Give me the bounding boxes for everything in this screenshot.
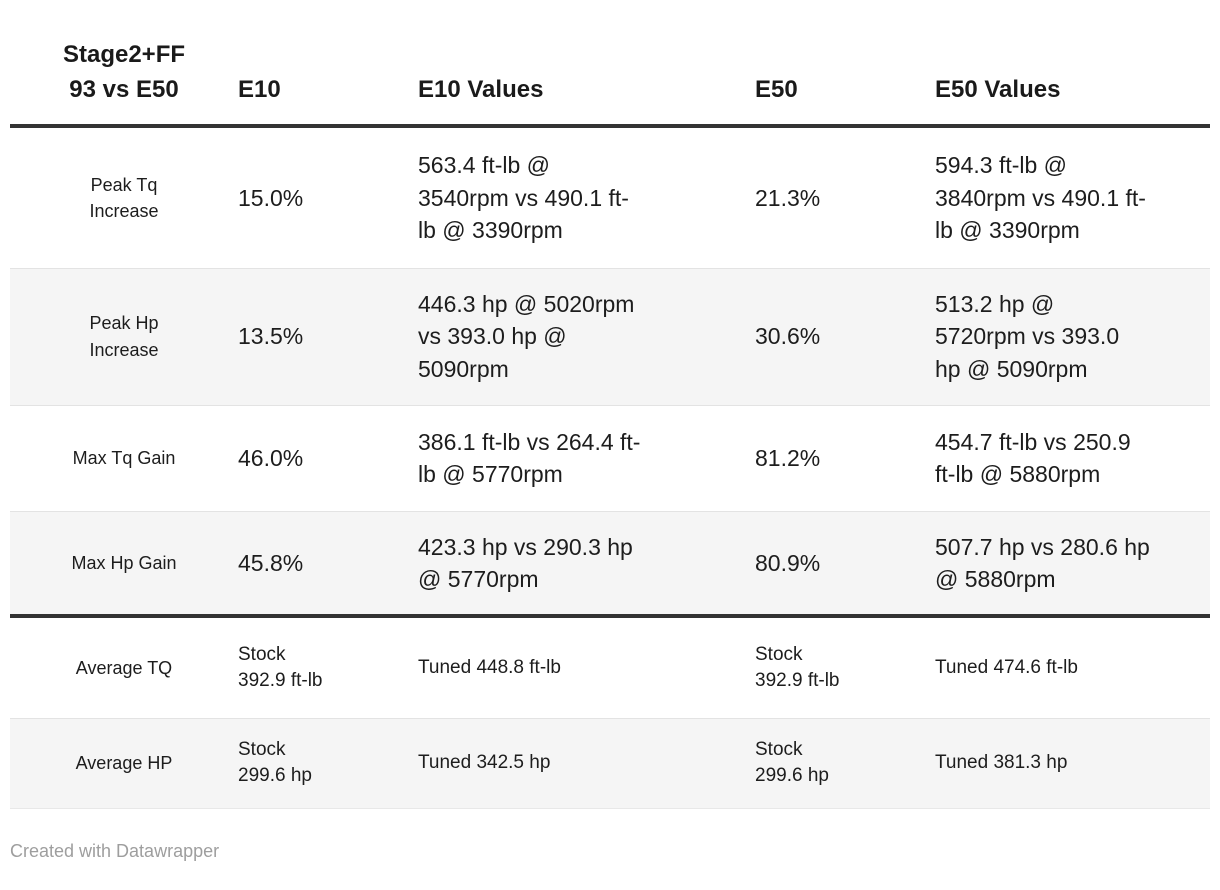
row-label: Average TQ xyxy=(75,657,173,678)
header-row: Stage2+FF 93 vs E50 E10 E10 Values E50 E… xyxy=(10,0,1210,126)
cell-e10-percent: 15.0% xyxy=(238,184,304,211)
cell-e50-values: 454.7 ft-lb vs 250.9 ft-lb @ 5880rpm xyxy=(935,428,1131,487)
cell-e50-tuned: Tuned 381.3 hp xyxy=(935,752,1068,774)
table-body: Peak Tq Increase 15.0% 563.4 ft-lb @ 354… xyxy=(10,126,1210,808)
chart-container: Stage2+FF 93 vs E50 E10 E10 Values E50 E… xyxy=(10,0,1210,862)
cell-e10-percent: 13.5% xyxy=(238,323,304,350)
table-row-peak-hp-increase: Peak Hp Increase 13.5% 446.3 hp @ 5020rp… xyxy=(10,268,1210,405)
column-header-e50-values: E50 Values xyxy=(935,76,1061,104)
table-row-peak-tq-increase: Peak Tq Increase 15.0% 563.4 ft-lb @ 354… xyxy=(10,126,1210,268)
row-label: Max Hp Gain xyxy=(71,552,177,573)
footer: Created with Datawrapper xyxy=(10,841,1208,862)
cell-e50-percent: 21.3% xyxy=(755,184,821,211)
table-row-average-tq: Average TQ Stock 392.9 ft-lb Tuned 448.8… xyxy=(10,616,1210,718)
cell-e50-values: 594.3 ft-lb @ 3840rpm vs 490.1 ft- lb @ … xyxy=(935,152,1146,243)
row-label: Average HP xyxy=(75,752,173,773)
cell-e10-tuned: Tuned 448.8 ft-lb xyxy=(418,656,561,678)
cell-e10-values: 446.3 hp @ 5020rpm vs 393.0 hp @ 5090rpm xyxy=(418,291,635,382)
cell-e10-values: 563.4 ft-lb @ 3540rpm vs 490.1 ft- lb @ … xyxy=(418,152,629,243)
table-row-max-hp-gain: Max Hp Gain 45.8% 423.3 hp vs 290.3 hp @… xyxy=(10,511,1210,616)
cell-e10-stock: Stock 392.9 ft-lb xyxy=(238,644,323,691)
column-header-e10: E10 xyxy=(238,76,281,104)
column-header-title: Stage2+FF 93 vs E50 xyxy=(62,41,186,104)
comparison-table: Stage2+FF 93 vs E50 E10 E10 Values E50 E… xyxy=(10,0,1210,809)
cell-e50-values: 513.2 hp @ 5720rpm vs 393.0 hp @ 5090rpm xyxy=(935,291,1120,382)
cell-e10-percent: 46.0% xyxy=(238,444,304,471)
row-label: Max Tq Gain xyxy=(72,447,176,468)
column-header-e50: E50 xyxy=(755,76,798,104)
table-row-max-tq-gain: Max Tq Gain 46.0% 386.1 ft-lb vs 264.4 f… xyxy=(10,405,1210,511)
table-row-average-hp: Average HP Stock 299.6 hp Tuned 342.5 hp… xyxy=(10,718,1210,808)
cell-e50-values: 507.7 hp vs 280.6 hp @ 5880rpm xyxy=(935,533,1150,592)
row-label: Peak Tq Increase xyxy=(89,174,159,221)
cell-e50-tuned: Tuned 474.6 ft-lb xyxy=(935,656,1078,678)
cell-e10-values: 423.3 hp vs 290.3 hp @ 5770rpm xyxy=(418,533,633,592)
cell-e50-percent: 80.9% xyxy=(755,549,821,576)
cell-e10-stock: Stock 299.6 hp xyxy=(238,739,312,786)
cell-e50-percent: 30.6% xyxy=(755,323,821,350)
row-label: Peak Hp Increase xyxy=(89,313,159,360)
cell-e50-percent: 81.2% xyxy=(755,444,821,471)
column-header-e10-values: E10 Values xyxy=(418,76,544,104)
cell-e50-stock: Stock 392.9 ft-lb xyxy=(755,644,840,691)
table-header: Stage2+FF 93 vs E50 E10 E10 Values E50 E… xyxy=(10,0,1210,126)
datawrapper-credit-link[interactable]: Created with Datawrapper xyxy=(10,840,220,861)
cell-e10-percent: 45.8% xyxy=(238,549,304,576)
cell-e10-values: 386.1 ft-lb vs 264.4 ft- lb @ 5770rpm xyxy=(418,428,641,487)
cell-e10-tuned: Tuned 342.5 hp xyxy=(418,752,551,774)
cell-e50-stock: Stock 299.6 hp xyxy=(755,739,829,786)
